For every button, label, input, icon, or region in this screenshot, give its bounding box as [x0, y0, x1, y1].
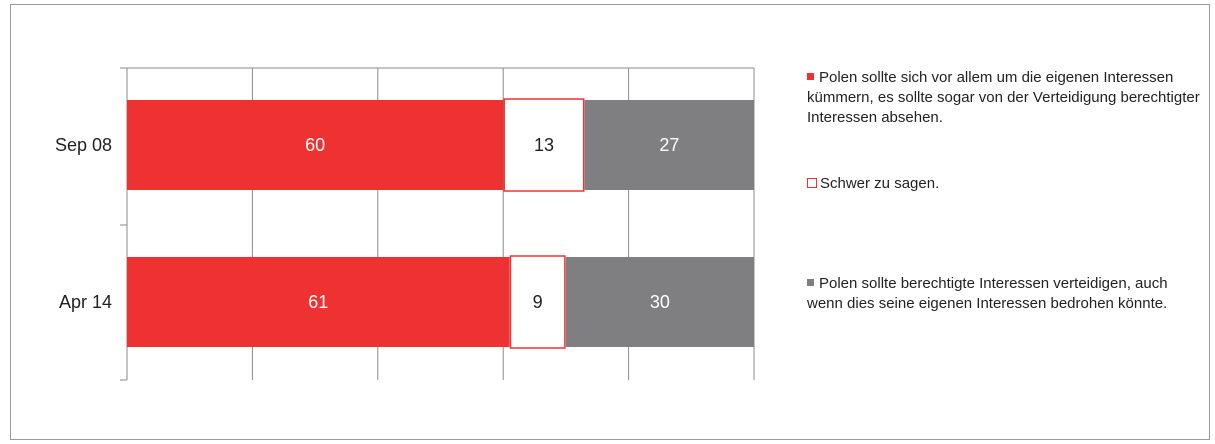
bar-segment [127, 100, 504, 190]
legend-swatch-1 [807, 73, 814, 80]
bar-segment [503, 98, 585, 192]
bar-segment [584, 100, 754, 190]
data-label: 60 [305, 135, 325, 155]
data-label: 9 [533, 292, 543, 312]
data-label: 30 [650, 292, 670, 312]
bar-segment [565, 257, 754, 347]
category-label: Apr 14 [59, 292, 112, 312]
bar-segment [509, 255, 566, 349]
legend-label-3: Polen sollte berechtigte Interessen vert… [807, 275, 1168, 312]
chart-frame [10, 4, 1210, 440]
legend-label-1: Polen sollte sich vor allem um die eigen… [807, 69, 1200, 126]
legend-swatch-3 [807, 279, 814, 286]
data-label: 61 [308, 292, 328, 312]
stacked-bar-chart: Sep 08 60 13 27 Apr 14 61 9 30 [55, 67, 755, 381]
bar-segment [127, 257, 510, 347]
legend-item-1: Polen sollte sich vor allem um die eigen… [807, 68, 1207, 128]
legend-label-2: Schwer zu sagen. [820, 175, 940, 192]
legend-item-2: Schwer zu sagen. [807, 174, 1207, 194]
data-label: 27 [659, 135, 679, 155]
legend-item-3: Polen sollte berechtigte Interessen vert… [807, 274, 1207, 314]
legend-swatch-2 [807, 178, 817, 188]
data-label: 13 [534, 135, 554, 155]
category-label: Sep 08 [55, 135, 112, 155]
